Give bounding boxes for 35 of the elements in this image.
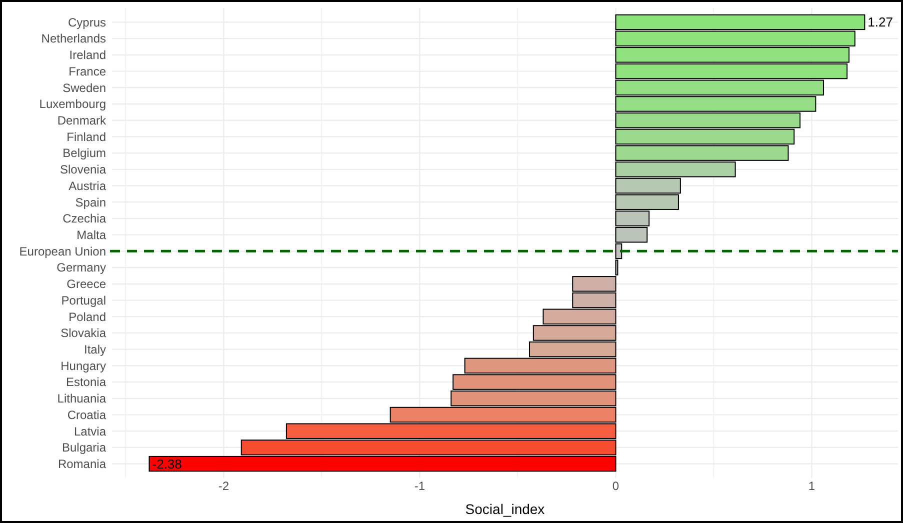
data-label: 1.27 (868, 14, 893, 30)
y-tick-label: Lithuania (57, 392, 106, 406)
y-tick-label: Spain (75, 195, 106, 210)
x-tick-label: -2 (218, 479, 230, 493)
y-tick-label: Germany (56, 260, 106, 275)
y-tick-label: Denmark (57, 114, 107, 128)
y-tick-label: Greece (66, 277, 106, 292)
y-tick-label: Hungary (60, 358, 106, 373)
y-tick-label: European Union (19, 244, 106, 258)
y-tick-label: Cyprus (68, 15, 106, 30)
x-tick-label: 0 (612, 479, 620, 493)
x-axis-title: Social_index (465, 501, 545, 517)
y-tick-label: Sweden (62, 80, 106, 95)
y-tick-label: Latvia (74, 424, 106, 438)
y-tick-label: Czechia (62, 212, 106, 226)
y-tick-label: Romania (58, 457, 106, 472)
y-tick-label: Finland (66, 130, 106, 144)
y-tick-label: Bulgaria (62, 440, 106, 455)
y-tick-label: Luxembourg (39, 97, 106, 112)
x-tick-label: -1 (414, 479, 426, 493)
y-tick-label: Slovenia (60, 162, 106, 177)
y-tick-label: Estonia (66, 375, 106, 390)
y-tick-label: Belgium (62, 146, 106, 160)
y-tick-label: Poland (68, 310, 106, 324)
y-tick-label: Malta (76, 228, 106, 242)
y-tick-label: France (68, 64, 106, 78)
y-tick-label: Portugal (61, 293, 106, 308)
data-label: -2.38 (152, 456, 182, 472)
y-tick-label: Austria (68, 178, 106, 193)
x-tick-label: 1 (808, 479, 816, 493)
y-tick-label: Croatia (67, 408, 106, 422)
y-tick-label: Slovakia (60, 326, 106, 340)
y-tick-label: Netherlands (41, 32, 106, 46)
y-tick-label: Ireland (69, 48, 106, 62)
y-tick-label: Italy (84, 342, 106, 357)
